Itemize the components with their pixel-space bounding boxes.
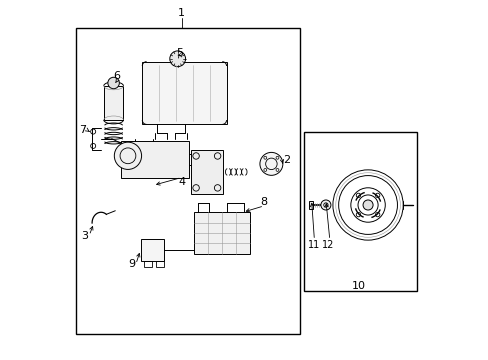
Text: 9: 9 <box>128 259 135 269</box>
Text: 5: 5 <box>176 48 183 58</box>
Text: 3: 3 <box>81 231 88 240</box>
Bar <box>121 140 188 178</box>
Text: 11: 11 <box>307 239 320 249</box>
Text: 4: 4 <box>178 177 185 187</box>
Text: 12: 12 <box>321 239 334 249</box>
Bar <box>144 261 152 267</box>
Bar <box>156 261 163 267</box>
Text: 6: 6 <box>114 71 121 81</box>
Circle shape <box>362 200 372 210</box>
Bar <box>308 201 313 209</box>
Text: 10: 10 <box>351 281 366 291</box>
Circle shape <box>169 51 185 67</box>
Bar <box>103 86 123 120</box>
Text: 2: 2 <box>283 155 289 165</box>
Bar <box>142 62 226 125</box>
Text: 7: 7 <box>79 125 86 135</box>
Text: 1: 1 <box>178 8 185 18</box>
Bar <box>76 28 300 334</box>
Bar <box>190 149 223 194</box>
Bar <box>303 132 416 291</box>
Bar <box>140 239 163 261</box>
Text: 8: 8 <box>260 197 267 207</box>
Bar <box>194 212 249 253</box>
Circle shape <box>320 200 330 210</box>
Circle shape <box>260 152 282 175</box>
Circle shape <box>114 142 142 170</box>
Circle shape <box>108 77 119 89</box>
